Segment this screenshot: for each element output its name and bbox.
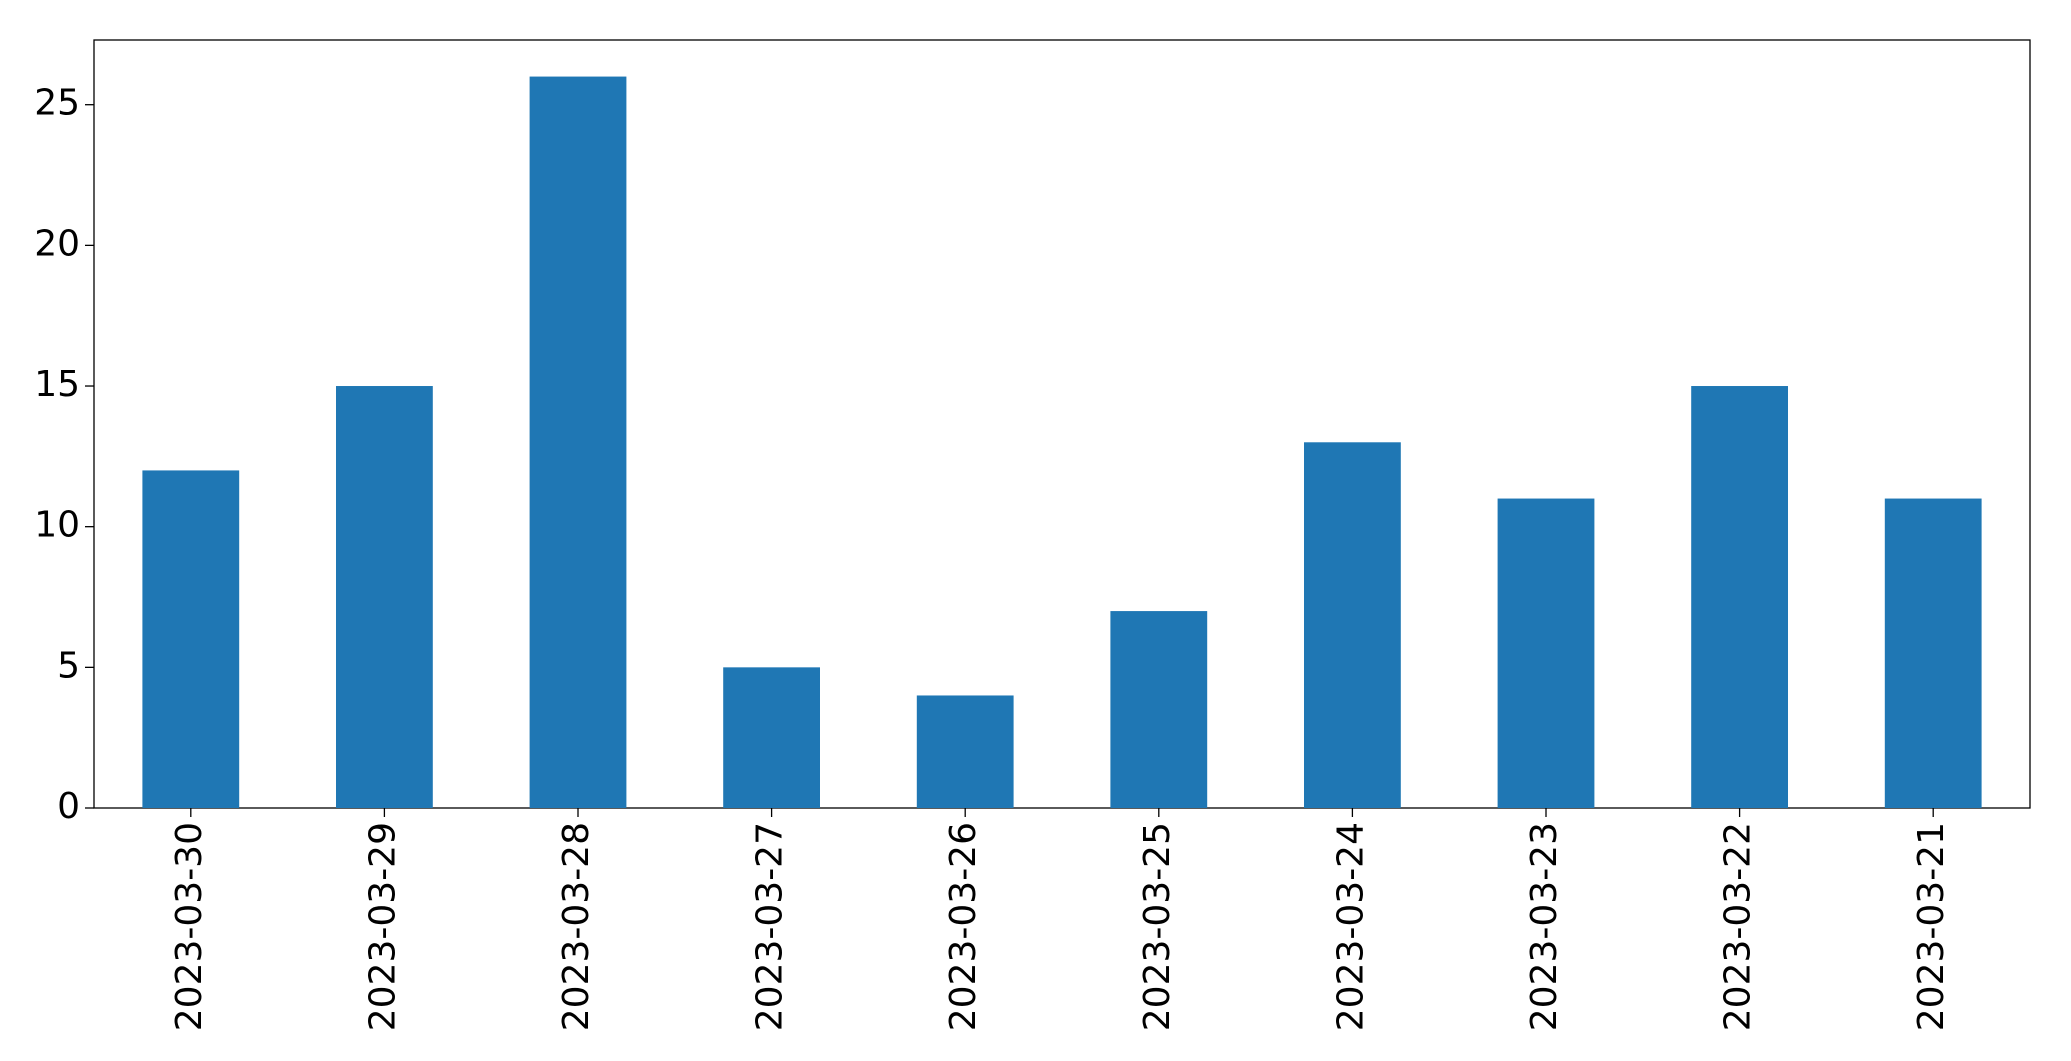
x-tick-label: 2023-03-21 [1911, 822, 1952, 1031]
x-tick-label: 2023-03-24 [1330, 822, 1371, 1031]
y-tick-label: 25 [34, 83, 80, 124]
x-tick-label: 2023-03-26 [943, 822, 984, 1031]
x-tick-label: 2023-03-25 [1137, 822, 1178, 1031]
bar [1110, 611, 1208, 808]
x-tick-label: 2023-03-27 [750, 822, 791, 1031]
bar [1497, 498, 1595, 808]
x-tick-label: 2023-03-22 [1718, 822, 1759, 1031]
bar [1304, 442, 1401, 808]
bar [529, 76, 627, 809]
x-tick-label: 2023-03-30 [169, 822, 210, 1031]
x-tick-label: 2023-03-29 [362, 822, 403, 1031]
plot-frame [93, 39, 2031, 809]
x-tick-label: 2023-03-23 [1524, 822, 1565, 1031]
bar [142, 470, 240, 808]
bar [1884, 498, 1982, 808]
y-tick-label: 0 [57, 786, 80, 827]
bar [336, 386, 433, 808]
y-tick-label: 5 [57, 645, 80, 686]
y-tick-label: 15 [34, 364, 80, 405]
bar [1691, 386, 1788, 808]
bar [916, 695, 1014, 808]
x-tick-label: 2023-03-28 [556, 822, 597, 1031]
bar [723, 667, 820, 808]
y-tick-label: 10 [34, 505, 80, 546]
y-tick-label: 20 [34, 223, 80, 264]
